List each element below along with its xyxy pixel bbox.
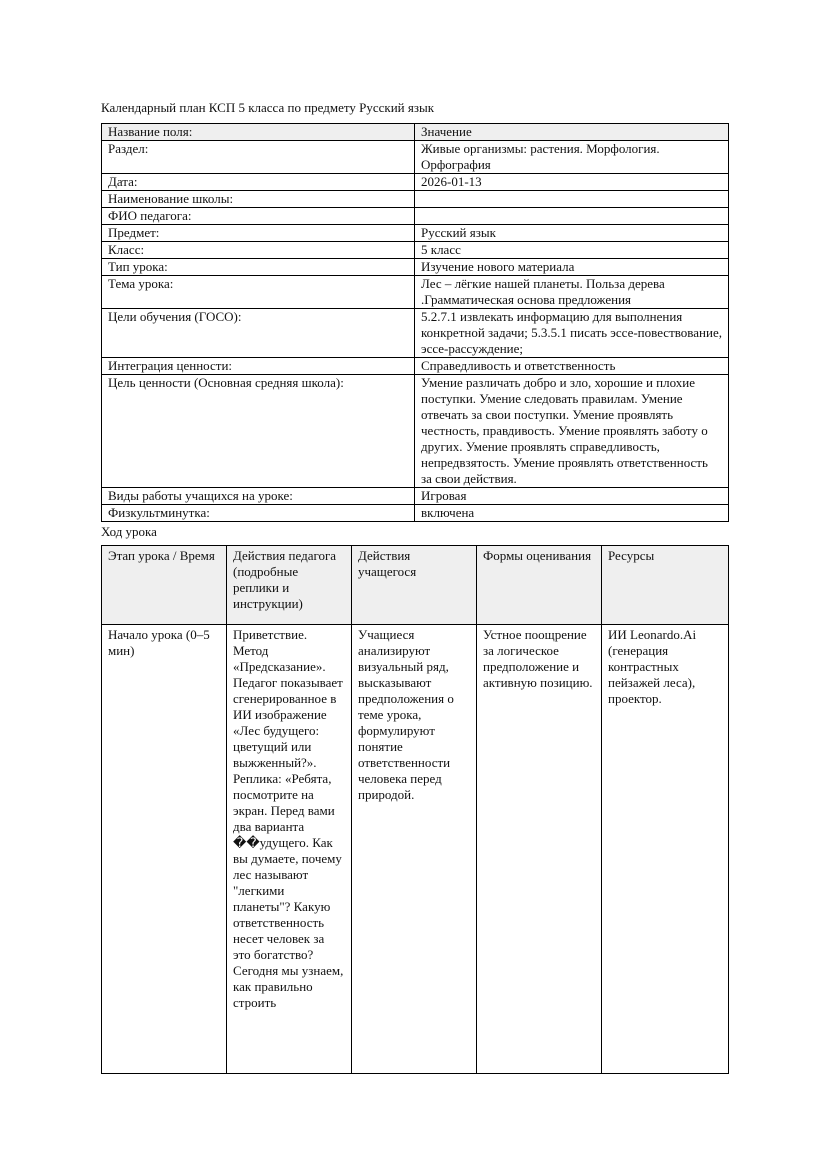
- lesson-heading: Ход урока: [101, 524, 157, 539]
- field-value: Изучение нового материала: [414, 258, 729, 276]
- lesson-header-row: Этап урока / Время Действия педагога (под…: [101, 545, 729, 625]
- field-name: Раздел:: [101, 140, 415, 174]
- info-row: Цель ценности (Основная средняя школа): У…: [101, 374, 729, 488]
- field-name: Дата:: [101, 173, 415, 191]
- info-table: Название поля: Значение Раздел: Живые орган…: [101, 123, 729, 522]
- field-value: Справедливость и ответственность: [414, 357, 729, 375]
- field-value: [414, 190, 729, 208]
- lesson-cell-text: ИИ Leonardo.Ai (генерация контрастных пе…: [608, 627, 697, 706]
- lesson-cell-text: Начало урока (0–5 мин): [108, 627, 210, 658]
- field-name: Виды работы учащихся на уроке:: [101, 487, 415, 505]
- field-value: Живые организмы: растения. Морфология. О…: [414, 140, 729, 174]
- lesson-header-cell: Этап урока / Время: [101, 545, 227, 625]
- lesson-header-cell: Действия учащегося: [351, 545, 477, 625]
- lesson-table: Этап урока / Время Действия педагога (под…: [101, 545, 729, 1074]
- document-page: Календарный план КСП 5 класса по предмет…: [101, 100, 729, 1074]
- field-name: Физкультминутка:: [101, 504, 415, 522]
- field-value: Игровая: [414, 487, 729, 505]
- lesson-cell: Начало урока (0–5 мин): [101, 624, 227, 1074]
- field-value: Лес – лёгкие нашей планеты. Польза дерев…: [414, 275, 729, 309]
- lesson-header-cell: Действия педагога (подробные реплики и и…: [226, 545, 352, 625]
- info-row: Класс: 5 класс: [101, 241, 729, 259]
- info-row: Тема урока: Лес – лёгкие нашей планеты. П…: [101, 275, 729, 309]
- info-row: Тип урока: Изучение нового материала: [101, 258, 729, 276]
- field-value: 2026-01-13: [414, 173, 729, 191]
- info-header-cell: Значение: [414, 123, 729, 141]
- field-value: включена: [414, 504, 729, 522]
- info-header-row: Название поля: Значение: [101, 123, 729, 141]
- info-row: Наименование школы:: [101, 190, 729, 208]
- lesson-cell: ИИ Leonardo.Ai (генерация контрастных пе…: [601, 624, 729, 1074]
- field-name: Класс:: [101, 241, 415, 259]
- lesson-cell: Приветствие. Метод «Предсказание». Педаг…: [226, 624, 352, 1074]
- info-row: Физкультминутка: включена: [101, 504, 729, 522]
- document-title: Календарный план КСП 5 класса по предмет…: [101, 100, 435, 115]
- info-row: ФИО педагога:: [101, 207, 729, 225]
- field-name: Предмет:: [101, 224, 415, 242]
- field-name: Тип урока:: [101, 258, 415, 276]
- info-row: Интеграция ценности: Справедливость и отв…: [101, 357, 729, 375]
- field-value: Русский язык: [414, 224, 729, 242]
- field-name: Тема урока:: [101, 275, 415, 309]
- lesson-cell: Устное поощрение за логическое предполож…: [476, 624, 602, 1074]
- info-header-cell: Название поля:: [101, 123, 415, 141]
- field-name: Цели обучения (ГОСО):: [101, 308, 415, 358]
- lesson-cell-text: Учащиеся анализируют визуальный ряд, выс…: [358, 627, 454, 802]
- lesson-cell: Учащиеся анализируют визуальный ряд, выс…: [351, 624, 477, 1074]
- field-name: Интеграция ценности:: [101, 357, 415, 375]
- info-row: Предмет: Русский язык: [101, 224, 729, 242]
- info-row: Виды работы учащихся на уроке: Игровая: [101, 487, 729, 505]
- field-name: Цель ценности (Основная средняя школа):: [101, 374, 415, 488]
- info-row: Раздел: Живые организмы: растения. Морфол…: [101, 140, 729, 174]
- field-name: Наименование школы:: [101, 190, 415, 208]
- lesson-cell-text: Приветствие. Метод «Предсказание». Педаг…: [233, 627, 344, 1010]
- lesson-cell-text: Устное поощрение за логическое предполож…: [483, 627, 593, 690]
- lesson-row: Начало урока (0–5 мин) Приветствие. Метод…: [101, 624, 729, 1074]
- info-row: Дата: 2026-01-13: [101, 173, 729, 191]
- field-value: 5 класс: [414, 241, 729, 259]
- field-value: [414, 207, 729, 225]
- field-name: ФИО педагога:: [101, 207, 415, 225]
- lesson-header-cell: Ресурсы: [601, 545, 729, 625]
- field-value: 5.2.7.1 извлекать информацию для выполне…: [414, 308, 729, 358]
- info-row: Цели обучения (ГОСО): 5.2.7.1 извлекать и…: [101, 308, 729, 358]
- field-value: Умение различать добро и зло, хорошие и …: [414, 374, 729, 488]
- lesson-header-cell: Формы оценивания: [476, 545, 602, 625]
